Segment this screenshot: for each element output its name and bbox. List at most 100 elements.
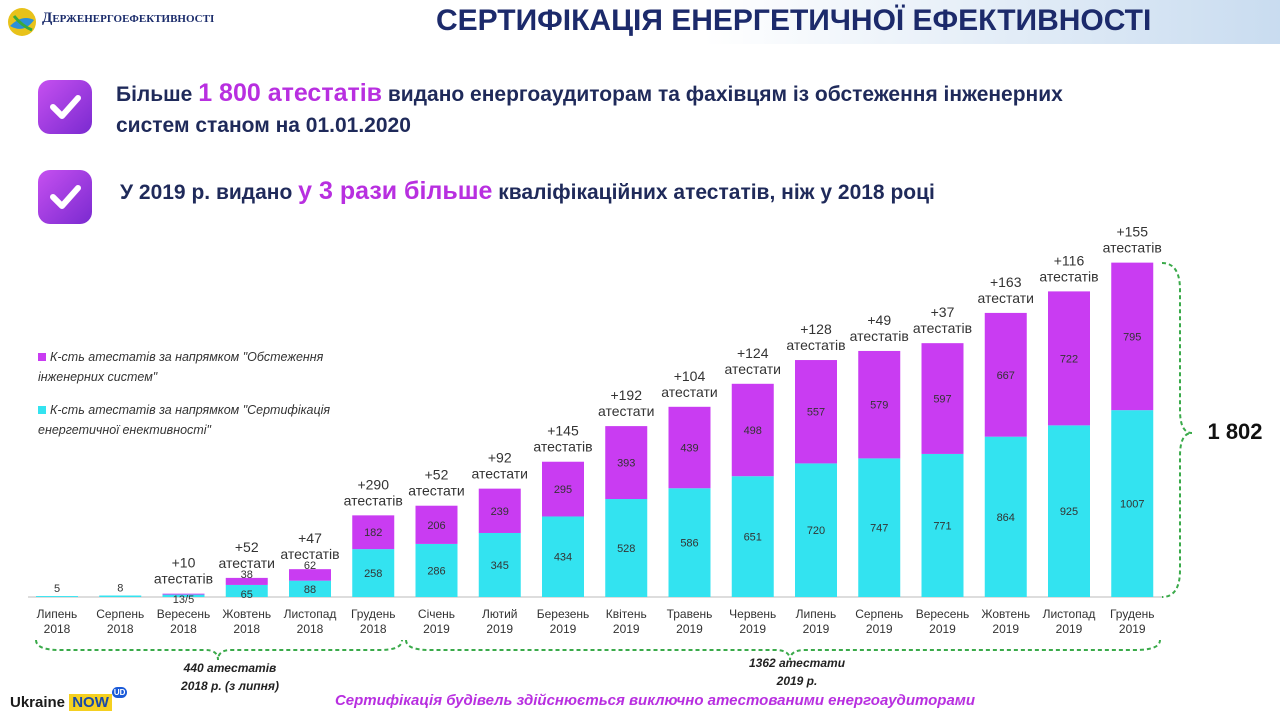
data-label: 8 [117, 583, 123, 595]
check-icon [38, 80, 92, 134]
text-line: Липень [796, 607, 837, 621]
text-line: 1362 атестати [749, 656, 846, 670]
data-label: 65 [241, 589, 253, 601]
bar-segment [352, 549, 395, 597]
data-label: 771 [933, 520, 951, 532]
text-line: 2018 [360, 622, 387, 636]
text-line: +155 [1116, 224, 1148, 240]
text-line: атестатів [154, 571, 213, 587]
data-label: 62 [304, 560, 316, 572]
data-label: 182 [364, 527, 382, 539]
text-line: 2019 [1119, 622, 1146, 636]
increment-label: +128 атестатів [786, 321, 845, 353]
data-label: 651 [744, 532, 762, 544]
text-line: +37 [931, 304, 955, 320]
header-band [0, 0, 1280, 44]
bar-segment [605, 426, 648, 500]
data-label: 393 [617, 458, 635, 470]
increment-label: +52 атестати [219, 539, 276, 571]
data-label: 557 [807, 407, 825, 419]
brace [405, 639, 1161, 661]
x-tick-label: Липень 2019 [796, 607, 837, 636]
data-label: 586 [680, 538, 698, 550]
bar-segment [795, 463, 837, 597]
text-line: 2018 [107, 622, 134, 636]
text-line: +10 [172, 555, 196, 571]
bar-segment [542, 461, 584, 517]
x-tick-label: Серпень 2018 [96, 607, 144, 636]
text-line: 2019 [992, 622, 1019, 636]
text-line: Травень [667, 607, 713, 621]
text-line: +145 [547, 423, 579, 439]
increment-label: +37 атестатів [913, 304, 972, 336]
text-line: +128 [800, 321, 832, 337]
bar-segment [605, 499, 648, 597]
highlight: 1 800 атестатів [198, 79, 383, 107]
x-tick-label: Вересень 2018 [157, 607, 211, 636]
x-tick-label: Квітень 2019 [606, 607, 647, 636]
brand-now: NOW [69, 694, 112, 711]
data-label: 5 [54, 583, 60, 595]
data-label: 864 [997, 512, 1015, 524]
text-line: 2019 [929, 622, 956, 636]
bar-segment [668, 488, 711, 597]
bar-segment [1111, 262, 1154, 411]
text-line: атестатів [344, 492, 403, 508]
x-tick-label: Листопад 2018 [284, 607, 337, 636]
bar-segment [289, 569, 331, 581]
data-label: 597 [933, 394, 951, 406]
bar-segment [668, 406, 711, 489]
period-label: 1362 атестати 2019 р. [749, 656, 846, 688]
increment-label: +163 атестати [978, 274, 1035, 306]
x-tick-label: Березень 2019 [537, 607, 590, 636]
text-line: 440 атестатів [183, 661, 277, 675]
text-line: атестатів [280, 546, 339, 562]
text-line: атестатів [1103, 240, 1162, 256]
legend-label: К-сть атестатів за напрямком "Сертифікац… [38, 403, 331, 437]
text-line: Вересень [157, 607, 211, 621]
text-line: Жовтень [222, 607, 271, 621]
data-label: 795 [1123, 331, 1141, 343]
text-line: Грудень [1110, 607, 1155, 621]
bar-segment [289, 580, 331, 597]
x-tick-label: Вересень 2019 [916, 607, 970, 636]
data-label: 720 [807, 525, 825, 537]
data-label: 667 [997, 370, 1015, 382]
data-label: 239 [491, 506, 509, 518]
brand: Ukraine NOWUD [10, 687, 128, 711]
text-line: +163 [990, 274, 1022, 290]
text-line: атестати [978, 290, 1035, 306]
increment-label: +124 атестати [725, 345, 782, 377]
text-line: +47 [298, 530, 322, 546]
increment-label: +10 атестатів [154, 555, 213, 587]
bar-segment [415, 505, 458, 544]
bar-segment [352, 515, 395, 550]
check-icon [38, 170, 92, 224]
data-label: 88 [304, 584, 316, 596]
data-label: 1007 [1120, 499, 1144, 511]
legend-entry: К-сть атестатів за напрямком "Сертифікац… [38, 400, 388, 440]
bar-segment [162, 594, 205, 597]
data-label: 295 [554, 484, 572, 496]
data-label: 722 [1060, 353, 1078, 365]
text-line: Січень [418, 607, 455, 621]
text-line: Квітень [606, 607, 647, 621]
text-line: +116 [1054, 252, 1085, 268]
text-line: 2019 р. [776, 674, 818, 688]
text-line: атестати [408, 483, 465, 499]
total-label: 1 802 [1207, 419, 1262, 444]
text: У 2019 р. видано [120, 181, 299, 204]
bar-segment [542, 516, 584, 597]
text-line: атестати [661, 384, 718, 400]
bar-segment [921, 453, 964, 597]
text-line: 2018 [233, 622, 260, 636]
text-line: +52 [235, 539, 259, 555]
bar-segment [225, 584, 268, 597]
increment-label: +290 атестатів [344, 476, 403, 508]
data-label: 206 [427, 520, 445, 532]
text-line: атестати [219, 555, 276, 571]
data-label: 286 [427, 565, 445, 577]
text-line: +124 [737, 345, 769, 361]
slide-title: СЕРТИФІКАЦІЯ ЕНЕРГЕТИЧНОЇ ЕФЕКТИВНОСТІ [436, 4, 1152, 37]
